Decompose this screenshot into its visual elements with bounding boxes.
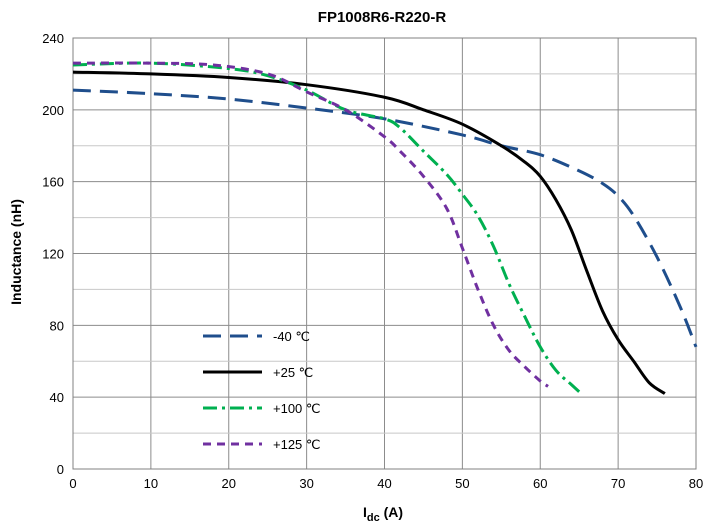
x-tick-label: 40 xyxy=(377,476,391,491)
series-line-125 xyxy=(72,61,549,388)
x-axis-label-unit: (A) xyxy=(380,504,403,520)
x-tick-label: 60 xyxy=(533,476,547,491)
legend-label-25: +25 ℃ xyxy=(273,365,313,380)
series-layer xyxy=(72,61,698,395)
x-tick-label: 80 xyxy=(689,476,703,491)
x-tick-label: 30 xyxy=(299,476,313,491)
x-tick-labels: 0 10 20 30 40 50 60 70 80 xyxy=(69,476,703,491)
y-tick-label: 240 xyxy=(42,31,64,46)
y-tick-label: 80 xyxy=(50,318,64,333)
x-tick-label: 70 xyxy=(611,476,625,491)
legend: -40 ℃ +25 ℃ +100 ℃ +125 ℃ xyxy=(203,329,321,452)
plot-frame xyxy=(72,37,697,470)
legend-label-100: +100 ℃ xyxy=(273,401,321,416)
x-tick-label: 10 xyxy=(144,476,158,491)
y-tick-label: 0 xyxy=(57,462,64,477)
x-tick-label: 0 xyxy=(69,476,76,491)
x-axis-label-main: I xyxy=(363,504,367,520)
legend-label-125: +125 ℃ xyxy=(273,437,321,452)
y-tick-label: 160 xyxy=(42,175,64,190)
x-tick-label: 50 xyxy=(455,476,469,491)
series-line-25 xyxy=(72,70,666,395)
x-axis-label: Idc (A) xyxy=(363,504,403,524)
y-tick-label: 40 xyxy=(50,390,64,405)
chart-title: FP1008R6-R220-R xyxy=(318,9,447,26)
y-tick-label: 200 xyxy=(42,103,64,118)
series-line-100 xyxy=(72,61,581,393)
legend-label-40: -40 ℃ xyxy=(273,329,310,344)
y-tick-label: 120 xyxy=(42,247,64,262)
y-axis-label: Inductance (nH) xyxy=(8,199,24,305)
x-tick-label: 20 xyxy=(222,476,236,491)
series-line-40 xyxy=(72,88,698,348)
y-tick-labels: 0 40 80 120 160 200 240 xyxy=(42,31,64,477)
x-axis-label-subscript: dc xyxy=(367,512,380,524)
